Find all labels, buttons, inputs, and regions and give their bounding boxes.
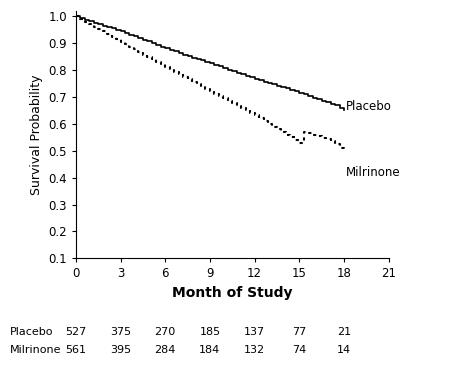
Text: 184: 184 [199, 345, 220, 355]
Text: 375: 375 [110, 327, 131, 337]
Text: Placebo: Placebo [346, 100, 392, 113]
Text: 284: 284 [155, 345, 176, 355]
Text: 527: 527 [65, 327, 86, 337]
Text: 395: 395 [110, 345, 131, 355]
Text: Milrinone: Milrinone [346, 166, 401, 179]
Text: 561: 561 [65, 345, 86, 355]
Text: 21: 21 [337, 327, 351, 337]
Text: 14: 14 [337, 345, 351, 355]
Text: 185: 185 [200, 327, 220, 337]
Text: Milrinone: Milrinone [9, 345, 61, 355]
Text: 77: 77 [292, 327, 306, 337]
Y-axis label: Survival Probability: Survival Probability [30, 75, 43, 195]
Text: 74: 74 [292, 345, 306, 355]
Text: Placebo: Placebo [9, 327, 53, 337]
X-axis label: Month of Study: Month of Study [172, 286, 292, 300]
Text: 137: 137 [244, 327, 265, 337]
Text: 270: 270 [155, 327, 176, 337]
Text: 132: 132 [244, 345, 265, 355]
